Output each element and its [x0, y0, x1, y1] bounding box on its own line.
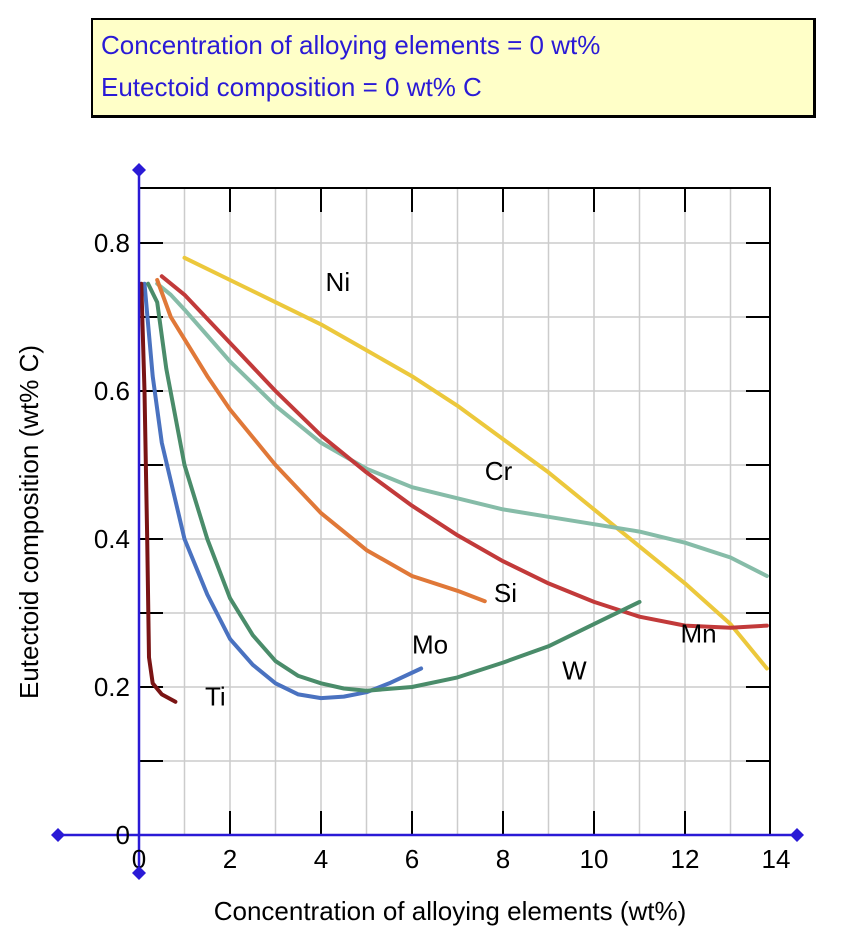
series-label-mo: Mo [412, 630, 448, 660]
value-readout-box: Concentration of alloying elements = 0 w… [91, 18, 816, 118]
y-tick-label: 0.4 [94, 524, 130, 554]
y-axis-bottom-handle[interactable] [132, 866, 146, 880]
x-axis-title: Concentration of alloying elements (wt%) [214, 896, 687, 926]
grid [139, 188, 770, 835]
series-line-si [155, 278, 487, 604]
y-tick-label: 0.6 [94, 376, 130, 406]
series-label-ti: Ti [205, 682, 226, 712]
x-readout-value: 0 [529, 30, 545, 60]
series-label-w: W [562, 656, 587, 686]
x-tick-label: 4 [314, 844, 328, 874]
x-tick-label: 10 [580, 844, 609, 874]
series-line-w [146, 281, 642, 693]
y-axis-top-handle[interactable] [132, 163, 146, 177]
drag-handles[interactable] [51, 163, 804, 880]
axes [58, 170, 797, 873]
y-readout-value: 0 [385, 72, 400, 102]
series-line-ti [139, 281, 178, 704]
y-axis-title: Eutectoid composition (wt% C) [14, 345, 44, 699]
series-label-ni: Ni [326, 267, 351, 297]
x-tick-label: 14 [762, 844, 791, 874]
tick-labels: 0 2 4 6 8 10 12 14 0 0.2 0.4 0.6 0.8 [94, 228, 791, 874]
x-tick-label: 8 [496, 844, 510, 874]
series-lines [139, 255, 769, 704]
x-tick-label: 12 [671, 844, 700, 874]
series-line-mn [159, 274, 769, 630]
y-tick-label: 0.2 [94, 672, 130, 702]
x-tick-label: 0 [132, 844, 146, 874]
series-line-ni [182, 255, 769, 671]
plot-frame [138, 187, 771, 836]
ticks [139, 188, 770, 835]
y-readout: Eutectoid composition = 0 wt% C [101, 72, 482, 102]
y-readout-unit: wt% C [406, 72, 482, 102]
x-readout-unit: wt% [551, 30, 601, 60]
series-line-cr [155, 281, 769, 578]
y-tick-label: 0 [116, 820, 130, 850]
x-tick-label: 6 [405, 844, 419, 874]
x-readout: Concentration of alloying elements = 0 w… [101, 30, 601, 60]
series-label-cr: Cr [485, 456, 513, 486]
series-label-mn: Mn [680, 619, 716, 649]
x-axis-right-handle[interactable] [790, 828, 804, 842]
x-readout-label: Concentration of alloying elements [101, 30, 500, 60]
x-axis-left-handle[interactable] [51, 828, 65, 842]
y-readout-label: Eutectoid composition [101, 72, 356, 102]
series-labels: Ni Cr Mn Si Mo W Ti [205, 267, 717, 711]
y-tick-label: 0.8 [94, 228, 130, 258]
x-tick-label: 2 [223, 844, 237, 874]
series-label-si: Si [494, 578, 517, 608]
series-line-mo [142, 281, 424, 701]
